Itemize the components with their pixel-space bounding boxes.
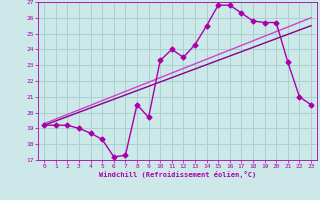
X-axis label: Windchill (Refroidissement éolien,°C): Windchill (Refroidissement éolien,°C) — [99, 171, 256, 178]
